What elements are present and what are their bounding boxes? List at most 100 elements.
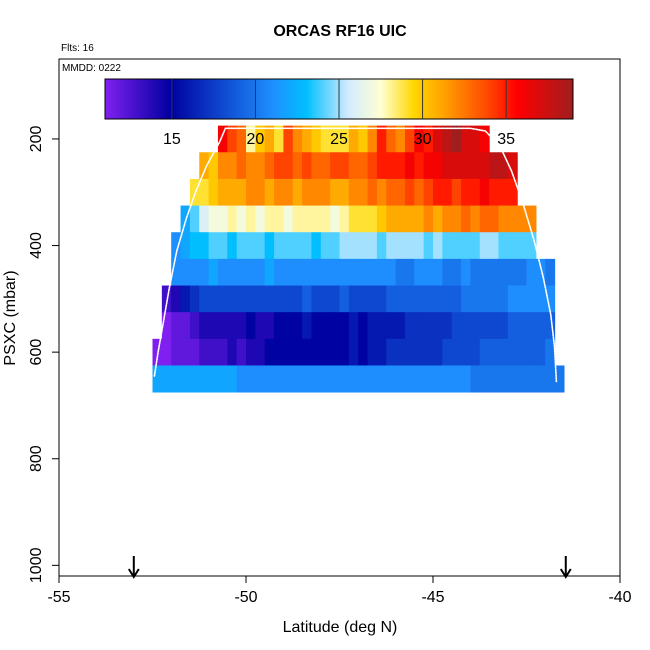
heatmap-cell — [423, 205, 434, 233]
heatmap-cell — [423, 258, 434, 286]
heatmap-cell — [292, 285, 303, 313]
heatmap-cell — [358, 125, 369, 153]
heatmap-cell — [404, 285, 415, 313]
y-tick-label: 1000 — [28, 547, 45, 583]
heatmap-cell — [404, 205, 415, 233]
heatmap-cell — [498, 178, 509, 206]
heatmap-cell — [442, 152, 453, 180]
heatmap-cell — [264, 205, 275, 233]
heatmap-cell — [283, 152, 294, 180]
heatmap-cell — [376, 312, 387, 340]
heatmap-cell — [507, 232, 518, 260]
flight-track-line — [153, 127, 558, 383]
heatmap-cell — [507, 285, 518, 313]
heatmap-cell — [217, 232, 228, 260]
heatmap-cell — [274, 338, 284, 366]
heatmap-cell — [442, 125, 453, 153]
heatmap-cell — [208, 258, 219, 286]
heatmap-cell — [208, 312, 219, 340]
heatmap-cell — [236, 125, 247, 153]
heatmap-cell — [433, 338, 443, 366]
heatmap-cell — [442, 312, 453, 340]
heatmap-cell — [461, 125, 471, 153]
heatmap-cell — [227, 312, 238, 340]
heatmap-cell — [161, 338, 172, 366]
heatmap-cell — [545, 338, 556, 366]
heatmap-cell — [217, 312, 228, 340]
heatmap-cell — [498, 285, 509, 313]
heatmap-cell — [171, 365, 182, 393]
heatmap-cell — [479, 178, 490, 206]
heatmap-cell — [358, 152, 369, 180]
heatmap-cell — [507, 205, 518, 233]
heatmap-cell — [414, 178, 425, 206]
heatmap-cell — [292, 232, 303, 260]
heatmap-cell — [199, 258, 210, 286]
heatmap-cell — [227, 125, 238, 153]
heatmap-cell — [386, 338, 397, 366]
heatmap-cell — [423, 338, 434, 366]
heatmap-cell — [246, 258, 256, 286]
heatmap-cell — [236, 338, 247, 366]
heatmap-cell — [264, 178, 275, 206]
heatmap-cell — [189, 312, 200, 340]
heatmap-cell — [180, 285, 191, 313]
heatmap-cell — [208, 205, 219, 233]
heatmap-cell — [423, 232, 434, 260]
heatmap-cell — [423, 125, 434, 153]
heatmap-cell — [461, 312, 471, 340]
heatmap-cell — [274, 365, 284, 393]
heatmap-cell — [339, 152, 350, 180]
heatmap-cell — [461, 178, 471, 206]
heatmap-cell — [264, 152, 275, 180]
heatmap-cell — [227, 258, 238, 286]
heatmap-cell — [395, 312, 406, 340]
heatmap-cell — [451, 338, 462, 366]
y-tick-label: 800 — [28, 445, 45, 472]
heatmap-cell — [311, 152, 322, 180]
heatmap-cell — [545, 312, 556, 340]
heatmap-cell — [274, 312, 284, 340]
heatmap-cell — [404, 152, 415, 180]
heatmap-cell — [180, 312, 191, 340]
heatmap-cell — [264, 285, 275, 313]
heatmap-cell — [348, 232, 359, 260]
heatmap-cell — [302, 338, 313, 366]
heatmap-cell — [395, 178, 406, 206]
heatmap-cell — [498, 232, 509, 260]
heatmap-cell — [274, 205, 284, 233]
heatmap-cell — [246, 232, 256, 260]
heatmap-cell — [367, 365, 378, 393]
heatmap-cell — [470, 365, 481, 393]
heatmap-cell — [404, 312, 415, 340]
heatmap-cell — [479, 152, 490, 180]
heatmap-cell — [311, 312, 322, 340]
heatmap-cell — [180, 258, 191, 286]
heatmap-cell — [152, 365, 163, 393]
heatmap-cell — [189, 285, 200, 313]
colorbar-tick-label: 35 — [497, 131, 515, 148]
heatmap-cell — [479, 312, 490, 340]
heatmap-cell — [376, 285, 387, 313]
heatmap-cell — [376, 338, 387, 366]
heatmap-cell — [274, 125, 284, 153]
heatmap-cell — [451, 178, 462, 206]
heatmap-cell — [489, 285, 500, 313]
heatmap-cell — [479, 285, 490, 313]
heatmap-cell — [227, 365, 238, 393]
heatmap-cell — [348, 125, 359, 153]
heatmap-cell — [479, 205, 490, 233]
heatmap-cell — [433, 178, 443, 206]
heatmap-cell — [199, 312, 210, 340]
heatmap-cell — [489, 152, 500, 180]
heatmap-cell — [274, 178, 284, 206]
heatmap-cell — [255, 125, 266, 153]
heatmap-cell — [535, 285, 546, 313]
heatmap-cell — [535, 365, 546, 393]
heatmap-cell — [311, 232, 322, 260]
heatmap-cell — [339, 312, 350, 340]
heatmap-cell — [246, 338, 256, 366]
heatmap-cell — [461, 365, 471, 393]
heatmap-cell — [274, 232, 284, 260]
heatmap-cell — [246, 125, 256, 153]
